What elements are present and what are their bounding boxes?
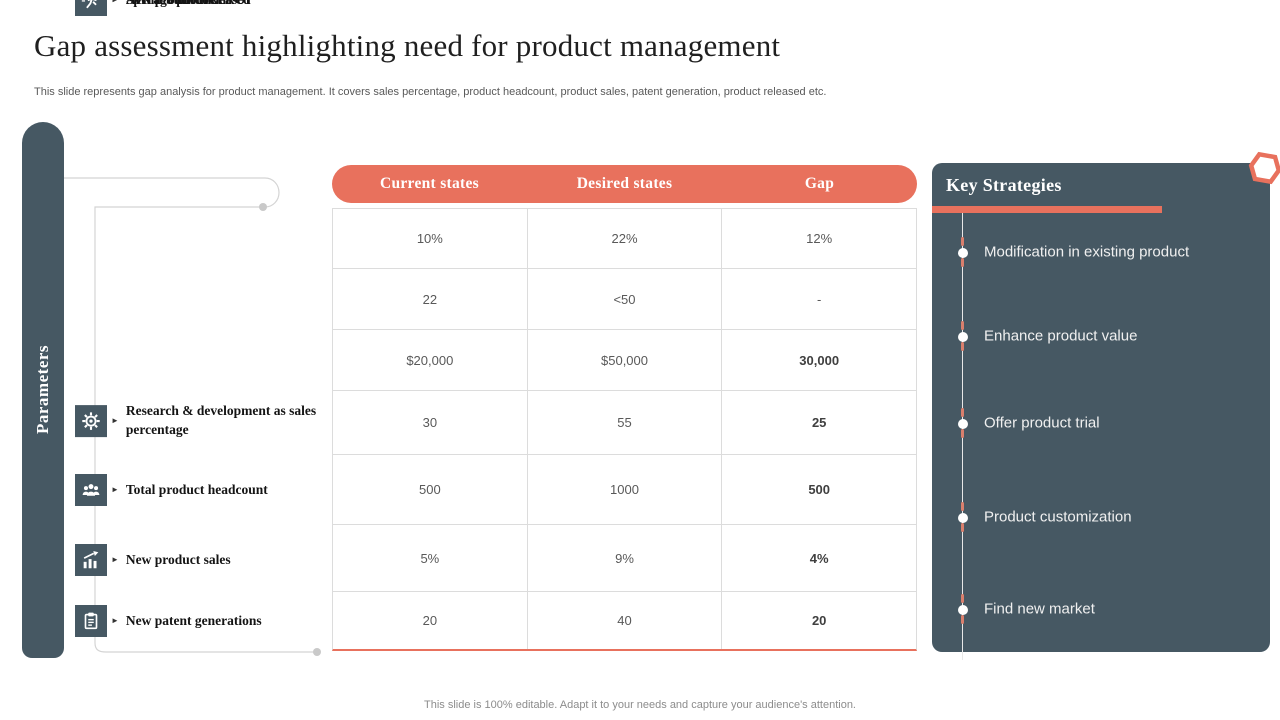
table-cell: 500 — [333, 455, 528, 524]
connector-dot-bottom — [313, 648, 321, 656]
table-cell: 4% — [809, 550, 829, 566]
table-cell: 9% — [528, 525, 723, 591]
page-subtitle: This slide represents gap analysis for p… — [34, 86, 827, 98]
bullet-arrow-icon: ► — [111, 485, 119, 494]
timeline-dash — [961, 523, 964, 532]
table-cell: 20 — [811, 613, 827, 628]
parameter-row: ► New product sales — [75, 544, 327, 576]
clipboard-icon — [75, 605, 107, 637]
parameters-pill: Parameters — [22, 122, 64, 658]
table-row: $20,000 $50,000 30,000 — [333, 330, 916, 391]
gap-table: Current states Desired states Gap 10% 22… — [332, 165, 917, 651]
table-row: 20 40 20 — [333, 592, 916, 649]
table-cell: 55 — [528, 391, 723, 454]
table-cell: 30 — [333, 391, 528, 454]
parameter-row: ► Research & development as sales percen… — [75, 402, 327, 440]
timeline-dash — [961, 321, 964, 330]
table-row: 5% 9% 4% — [333, 525, 916, 592]
connector-line — [64, 177, 321, 656]
table-cell: 10% — [333, 209, 528, 268]
table-cell: 12% — [806, 231, 833, 246]
parameter-label: Average product ROI — [126, 0, 318, 9]
strategy-label: Find new market — [984, 600, 1095, 618]
table-row: 22 <50 - — [333, 269, 916, 330]
bullet-arrow-icon: ► — [111, 616, 119, 625]
table-cell: 1000 — [528, 455, 723, 524]
timeline-dash — [961, 594, 964, 603]
table-cell: 22% — [528, 209, 723, 268]
table-cell: 5% — [333, 525, 528, 591]
table-row: 500 1000 500 — [333, 455, 916, 525]
parameter-row: ► Sprint burndown — [75, 0, 327, 16]
table-header: Current states Desired states Gap — [332, 165, 917, 203]
parameter-label: Sprint burndown — [126, 0, 318, 9]
timeline-dash — [961, 237, 964, 246]
bullet-arrow-icon: ► — [111, 555, 119, 564]
table-cell: 500 — [808, 482, 831, 497]
parameters-pill-label: Parameters — [33, 345, 52, 435]
table-cell: 25 — [811, 415, 827, 430]
sales-chart-icon — [75, 544, 107, 576]
parameter-row: ► New patent generations — [75, 605, 327, 637]
key-strategies-title: Key Strategies — [946, 175, 1062, 195]
strategy-label: Offer product trial — [984, 414, 1100, 432]
column-header-gap: Gap — [804, 175, 835, 192]
timeline-dash — [961, 429, 964, 438]
parameter-label: New product released — [126, 0, 318, 9]
hexagon-icon — [1248, 151, 1280, 185]
table-cell: 30,000 — [799, 352, 840, 368]
column-header-current-states: Current states — [379, 175, 480, 192]
timeline-dot — [957, 331, 968, 342]
people-icon — [75, 474, 107, 506]
table-cell: $50,000 — [528, 330, 723, 390]
table-body: 10% 22% 12% 22 <50 - $20,000 $50,000 30,… — [332, 208, 917, 651]
timeline-dot — [957, 604, 968, 615]
strategy-label: Product customization — [984, 508, 1132, 526]
timeline-dash — [961, 258, 964, 267]
parameter-label: New patent generations — [125, 612, 262, 628]
strategy-label: Enhance product value — [984, 327, 1138, 345]
table-cell: 40 — [528, 592, 723, 649]
table-cell: <50 — [528, 269, 723, 329]
bullet-arrow-icon: ► — [111, 0, 119, 4]
connector-dot-top — [259, 203, 267, 211]
timeline-dash — [961, 502, 964, 511]
timeline-dot — [957, 247, 968, 258]
timeline-dot — [957, 512, 968, 523]
timeline-dash — [961, 408, 964, 417]
bullet-arrow-icon: ► — [111, 416, 119, 425]
bullet-arrow-icon: ► — [111, 0, 119, 4]
strategy-label: Modification in existing product — [984, 243, 1190, 261]
table-cell: 20 — [333, 592, 528, 649]
timeline-dash — [961, 342, 964, 351]
table-row: 30 55 25 — [333, 391, 916, 455]
table-cell: $20,000 — [333, 330, 528, 390]
table-row: 10% 22% 12% — [333, 209, 916, 269]
page-title: Gap assessment highlighting need for pro… — [34, 28, 781, 63]
parameter-label: Total product headcount — [125, 481, 268, 497]
parameter-row: ► Total product headcount — [75, 474, 327, 506]
key-strategies-panel: Key Strategies Modification in existing … — [932, 163, 1270, 660]
table-cell: 22 — [333, 269, 528, 329]
timeline-dash — [961, 615, 964, 624]
title-underline — [932, 206, 1162, 213]
gear-icon — [75, 405, 107, 437]
parameter-label: Research & development as sales percenta… — [125, 403, 317, 437]
column-header-desired-states: Desired states — [576, 175, 673, 192]
bullet-arrow-icon: ► — [111, 0, 119, 4]
timeline-dot — [957, 418, 968, 429]
table-cell: - — [817, 291, 822, 307]
parameter-label: New product sales — [125, 551, 231, 567]
footer-note: This slide is 100% editable. Adapt it to… — [424, 699, 856, 711]
sprint-runner-icon — [75, 0, 107, 16]
